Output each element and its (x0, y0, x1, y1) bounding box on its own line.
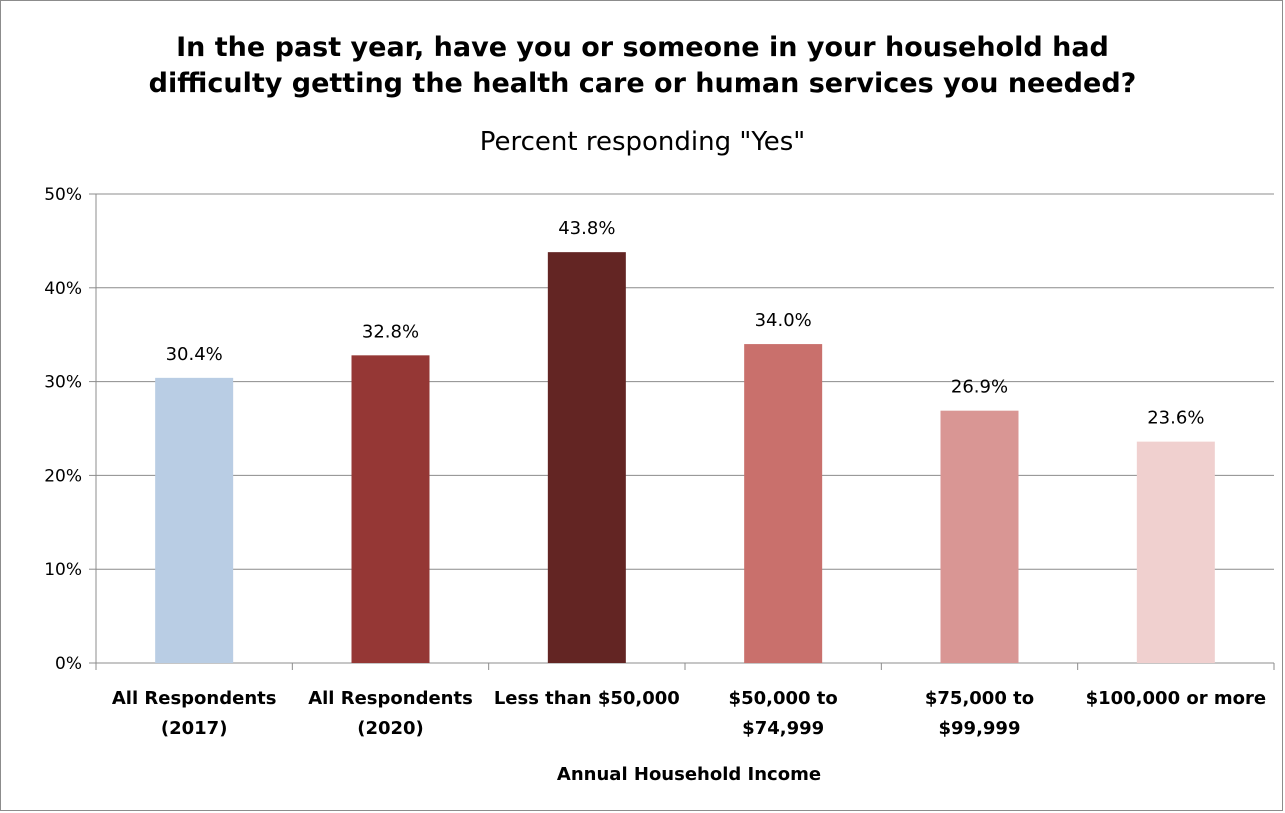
data-label: 23.6% (1147, 408, 1204, 429)
y-tick-label: 20% (44, 466, 82, 486)
x-tick-label: Less than $50,000 (494, 688, 680, 709)
x-axis-title: Annual Household Income (557, 764, 821, 785)
chart-title: In the past year, have you or someone in… (0, 30, 1285, 102)
x-tick-label: $75,000 to (925, 688, 1034, 709)
x-tick-label: $50,000 to (729, 688, 838, 709)
bar (940, 410, 1019, 663)
x-tick-label: $100,000 or more (1086, 688, 1267, 709)
bar (547, 252, 626, 663)
y-tick-label: 0% (55, 654, 82, 674)
chart-title-line-1: In the past year, have you or someone in… (176, 32, 1109, 63)
bar (351, 355, 430, 663)
data-label: 43.8% (558, 218, 615, 239)
x-tick-label: $99,999 (939, 718, 1021, 739)
x-tick-label: All Respondents (112, 688, 277, 709)
x-tick-label: (2017) (161, 718, 228, 739)
data-label: 30.4% (166, 344, 223, 365)
y-tick-label: 30% (44, 373, 82, 393)
bar (1136, 441, 1215, 663)
data-label: 26.9% (951, 377, 1008, 398)
x-tick-label: (2020) (357, 718, 424, 739)
bar (155, 377, 234, 663)
x-tick-label: All Respondents (308, 688, 473, 709)
x-tick-label: $74,999 (742, 718, 824, 739)
bar (744, 344, 823, 663)
y-tick-label: 50% (44, 185, 82, 205)
chart-title-line-2: difficulty getting the health care or hu… (148, 68, 1137, 99)
chart-subtitle: Percent responding "Yes" (479, 127, 806, 157)
y-tick-label: 10% (44, 560, 82, 580)
y-tick-label: 40% (44, 279, 82, 299)
data-label: 32.8% (362, 321, 419, 342)
data-label: 34.0% (755, 310, 812, 331)
